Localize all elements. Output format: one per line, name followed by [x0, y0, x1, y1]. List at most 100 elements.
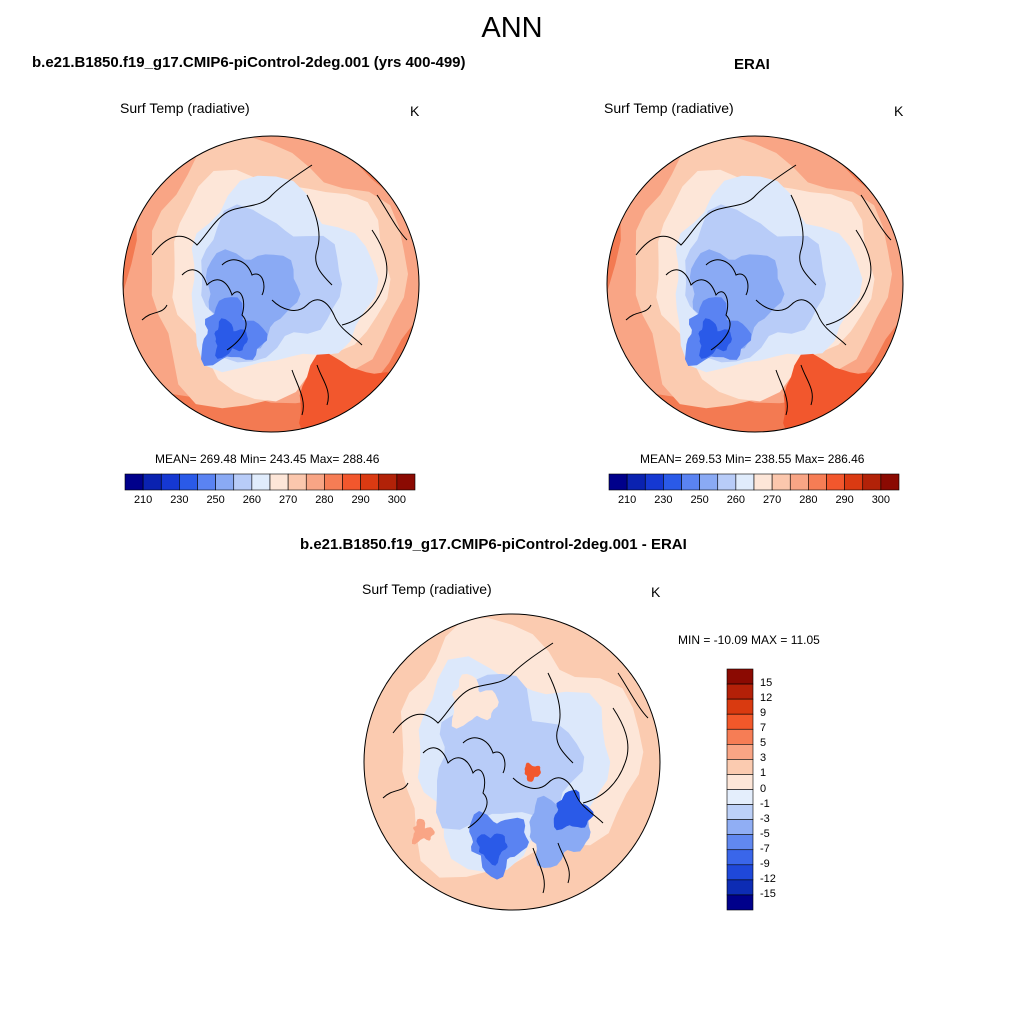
diff-stats-text: MIN = -10.09 MAX = 11.05 [678, 633, 820, 647]
coastline [151, 164, 313, 256]
left-polar-map [122, 135, 420, 433]
coastline [181, 269, 247, 351]
map-border [606, 135, 904, 433]
colorbar-tick-label: 280 [799, 494, 818, 506]
colorbar-tick-label: 3 [760, 752, 767, 765]
right-polar-map [606, 135, 904, 433]
colorbar-swatch [726, 819, 754, 835]
colorbar-swatch [342, 473, 361, 491]
colorbar-tick-label: 290 [351, 494, 370, 506]
map-field [364, 614, 660, 910]
diff-units-label: K [651, 584, 661, 600]
coastline [755, 299, 847, 346]
diff-colorbar-ticks: 15 12 9 7 5 3 1 0 -1 -3 -5 -7 -9 -12 -15 [760, 669, 800, 910]
coastline [306, 194, 333, 286]
map-border [363, 613, 661, 911]
map-field [607, 136, 903, 432]
colorbar-swatch [726, 698, 754, 715]
colorbar-swatch [726, 789, 754, 805]
right-panel-title: ERAI [734, 56, 770, 73]
left-colorbar [124, 473, 416, 491]
right-variable-label: Surf Temp (radiative) [604, 100, 734, 116]
coastline [532, 842, 570, 894]
colorbar-tick-label: 300 [871, 494, 891, 506]
colorbar-swatch [726, 728, 754, 745]
colorbar-tick-label: 210 [133, 494, 153, 506]
coastline [462, 737, 506, 774]
coastline [665, 269, 731, 351]
coastline [221, 259, 265, 296]
colorbar-tick-label: -5 [760, 827, 770, 840]
colorbar-swatch [789, 473, 809, 491]
colorbar-swatch [197, 473, 216, 491]
colorbar-tick-label: 270 [278, 494, 298, 506]
colorbar-tick-label: -15 [760, 887, 776, 900]
right-colorbar-ticks: 210 230 250 260 270 280 290 300 [609, 494, 899, 508]
colorbar-tick-label: 9 [760, 707, 767, 720]
coastline [790, 194, 817, 286]
colorbar-swatch [808, 473, 827, 491]
diff-polar-map [363, 613, 661, 911]
colorbar-swatch [880, 473, 900, 491]
diff-variable-label: Surf Temp (radiative) [362, 581, 492, 597]
coastline [547, 672, 574, 764]
colorbar-swatch [699, 473, 719, 491]
colorbar-swatch [681, 473, 700, 491]
coastline [825, 229, 872, 326]
colorbar-tick-label: 260 [242, 494, 262, 506]
coastline [392, 642, 554, 734]
coastline [582, 707, 629, 804]
left-variable-label: Surf Temp (radiative) [120, 100, 250, 116]
colorbar-swatch [726, 744, 754, 760]
colorbar-swatch [717, 473, 737, 491]
colorbar-swatch [726, 713, 754, 730]
colorbar-swatch [142, 473, 162, 491]
colorbar-tick-label: 290 [835, 494, 854, 506]
colorbar-swatch [726, 834, 754, 851]
coastline [625, 304, 652, 321]
field-zone [553, 789, 594, 831]
colorbar-swatch [305, 473, 325, 491]
colorbar-swatch [124, 473, 144, 491]
colorbar-swatch [726, 894, 754, 911]
colorbar-swatch [726, 683, 754, 700]
coastline [617, 672, 649, 719]
field-zone [524, 762, 541, 782]
coastline [512, 777, 604, 824]
field-zone [698, 318, 732, 359]
colorbar-tick-label: 12 [760, 692, 773, 705]
colorbar-swatch [735, 473, 755, 491]
colorbar-swatch [215, 473, 235, 491]
colorbar-swatch [324, 473, 343, 491]
diff-colorbar [726, 668, 754, 911]
coastline [860, 194, 892, 241]
field-zone [214, 318, 248, 359]
colorbar-tick-label: 230 [170, 494, 189, 506]
colorbar-tick-label: -9 [760, 857, 770, 870]
colorbar-swatch [378, 473, 398, 491]
coastline [291, 364, 329, 416]
colorbar-tick-label: -1 [760, 797, 770, 810]
coastline [271, 299, 363, 346]
page-title: ANN [481, 12, 543, 44]
colorbar-swatch [726, 759, 754, 775]
colorbar-tick-label: 250 [206, 494, 225, 506]
coastline [422, 747, 488, 829]
colorbar-tick-label: 210 [617, 494, 637, 506]
colorbar-swatch [726, 804, 754, 820]
colorbar-tick-label: 230 [654, 494, 673, 506]
coastline [341, 229, 388, 326]
coastline [141, 304, 168, 321]
colorbar-swatch [287, 473, 307, 491]
colorbar-tick-label: 250 [690, 494, 709, 506]
left-units-label: K [410, 103, 420, 119]
left-panel-title: b.e21.B1850.f19_g17.CMIP6-piControl-2deg… [32, 54, 466, 71]
colorbar-swatch [269, 473, 289, 491]
right-stats-text: MEAN= 269.53 Min= 238.55 Max= 286.46 [640, 452, 865, 466]
map-border [122, 135, 420, 433]
colorbar-swatch [726, 849, 754, 866]
coastline [705, 259, 749, 296]
right-colorbar [608, 473, 900, 491]
coastline [635, 164, 797, 256]
field-zone [476, 833, 508, 866]
